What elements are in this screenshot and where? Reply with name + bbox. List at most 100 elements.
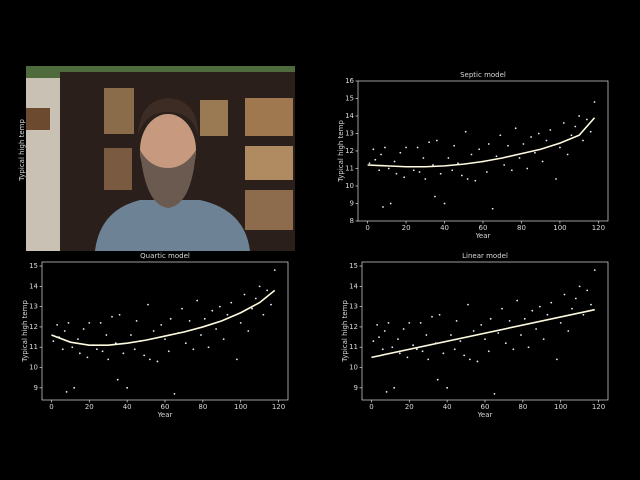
data-point (380, 153, 382, 156)
data-point (387, 167, 390, 170)
data-point (71, 346, 74, 349)
data-point (535, 328, 537, 330)
data-point (474, 179, 477, 182)
data-point (432, 164, 434, 166)
books (245, 190, 293, 230)
data-point (387, 321, 390, 324)
data-point (546, 313, 549, 316)
data-point (589, 130, 592, 133)
y-tick-label: 11 (345, 165, 354, 173)
data-point (489, 317, 492, 320)
data-point (555, 178, 557, 180)
data-point (251, 307, 253, 310)
y-tick-label: 10 (345, 182, 354, 190)
data-point (563, 293, 566, 296)
y-tick-label: 16 (345, 77, 354, 85)
y-tick-label: 10 (29, 364, 38, 372)
data-point (230, 301, 233, 304)
data-point (570, 134, 573, 137)
data-point (86, 356, 89, 359)
x-tick-label: 120 (592, 224, 605, 232)
data-point (415, 348, 418, 351)
data-point (527, 346, 530, 349)
data-point (497, 332, 500, 334)
data-point (495, 155, 498, 158)
data-point (65, 390, 68, 393)
data-point (516, 299, 519, 302)
data-point (382, 206, 384, 208)
y-axis-label: Typical high temp (21, 300, 29, 363)
data-point (537, 132, 540, 135)
data-point (118, 313, 121, 316)
data-point (503, 164, 506, 166)
data-point (156, 360, 159, 363)
data-point (491, 207, 494, 210)
data-point (243, 293, 246, 296)
data-point (485, 171, 488, 173)
data-point (78, 352, 81, 355)
data-point (443, 202, 446, 205)
data-point (188, 319, 191, 322)
data-point (508, 319, 511, 322)
data-point (181, 307, 183, 310)
data-point (95, 348, 98, 351)
x-tick-label: 100 (234, 403, 247, 411)
data-point (184, 342, 187, 345)
data-point (52, 340, 55, 343)
data-point (196, 299, 199, 302)
data-point (419, 321, 422, 324)
data-point (434, 195, 436, 198)
data-point (470, 153, 473, 156)
data-point (487, 350, 490, 353)
data-point (593, 101, 596, 103)
books (245, 98, 293, 136)
data-point (439, 172, 442, 175)
books (245, 146, 293, 180)
data-point (403, 176, 406, 179)
data-point (63, 330, 66, 332)
data-point (578, 285, 581, 288)
data-point (385, 390, 388, 393)
data-point (538, 305, 541, 308)
data-point (510, 169, 513, 172)
data-point (398, 352, 401, 355)
data-point (455, 319, 458, 322)
data-point (391, 346, 394, 349)
data-point (566, 153, 569, 156)
hair (138, 98, 198, 135)
x-tick-label: 80 (198, 403, 207, 411)
y-tick-label: 9 (34, 384, 38, 392)
data-point (468, 358, 471, 361)
y-tick-label: 11 (349, 343, 358, 351)
data-point (442, 352, 445, 355)
data-point (126, 386, 129, 389)
data-point (207, 346, 210, 349)
data-point (395, 172, 398, 175)
shirt (95, 200, 250, 251)
data-point (523, 317, 526, 320)
data-point (586, 289, 589, 292)
y-tick-label: 12 (29, 323, 38, 331)
data-point (130, 334, 132, 336)
data-point (147, 303, 149, 306)
data-point (406, 356, 409, 359)
fit-line (367, 117, 596, 168)
data-point (590, 303, 592, 306)
data-point (372, 340, 375, 343)
data-point (493, 393, 496, 395)
data-point (169, 317, 172, 320)
data-point (378, 336, 380, 338)
y-tick-label: 14 (29, 282, 38, 290)
data-point (421, 350, 424, 353)
y-tick-label: 13 (29, 303, 38, 311)
data-point (61, 348, 64, 351)
data-point (530, 136, 532, 138)
data-point (270, 303, 272, 306)
x-axis-label: Year (157, 411, 173, 419)
data-point (512, 348, 515, 351)
y-tick-label: 13 (349, 303, 358, 311)
data-point (164, 338, 166, 341)
data-point (522, 143, 525, 145)
data-point (107, 358, 110, 361)
data-point (99, 321, 102, 324)
